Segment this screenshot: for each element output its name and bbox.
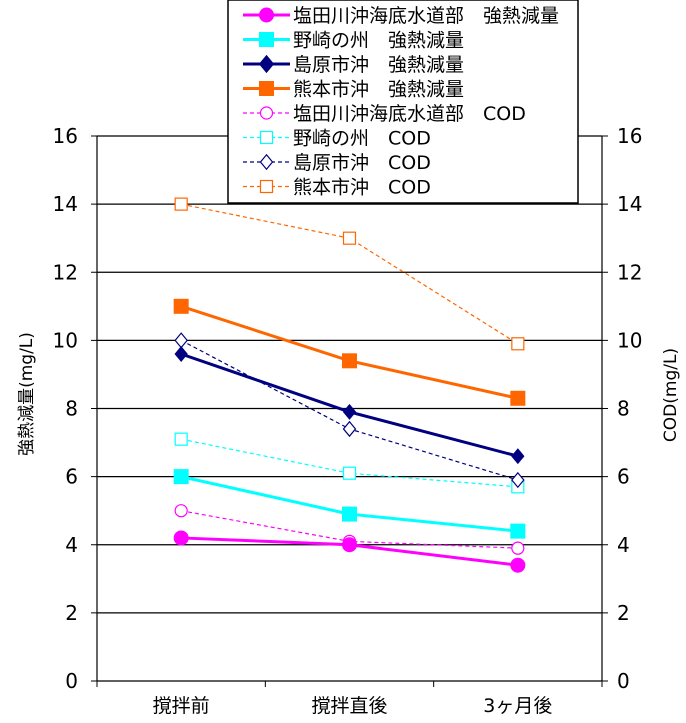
y-tick-label-left: 12 — [53, 260, 78, 284]
series-8 — [174, 197, 525, 351]
x-tick-label: 3ヶ月後 — [483, 695, 552, 717]
data-point — [173, 469, 189, 485]
data-point — [511, 448, 525, 465]
y-tick-label-left: 16 — [53, 124, 78, 148]
legend-entry: 塩田川沖海底水道部 強熱減量 — [243, 5, 559, 27]
data-point — [510, 523, 526, 539]
legend-marker — [259, 179, 274, 194]
legend-marker — [259, 130, 274, 145]
legend-label: 野崎の州 強熱減量 — [293, 30, 464, 52]
y-tick-label-right: 4 — [617, 533, 630, 557]
data-point — [511, 541, 525, 555]
legend-entry: 野崎の州 COD — [243, 128, 431, 150]
data-point — [342, 403, 357, 420]
data-point — [510, 390, 526, 406]
y-tick-label-right: 0 — [617, 669, 630, 693]
y-tick-label-right: 8 — [617, 397, 630, 421]
legend-box — [227, 0, 579, 204]
y-tick-label-right: 12 — [617, 260, 642, 284]
data-point — [342, 353, 357, 369]
data-point — [174, 504, 188, 518]
data-point — [342, 420, 357, 438]
y-tick-label-left: 6 — [65, 465, 78, 489]
series-2 — [173, 469, 526, 539]
x-tick-label: 撹拌前 — [153, 695, 210, 717]
legend-entry: 熊本市沖 強熱減量 — [243, 79, 464, 101]
legend-label: 島原市沖 COD — [293, 152, 431, 174]
data-point — [510, 557, 526, 573]
series-4 — [173, 298, 526, 406]
data-point — [342, 506, 357, 522]
legend-entry: 塩田川沖海底水道部 COD — [243, 103, 526, 125]
data-point — [174, 346, 188, 362]
legend-entry: 島原市沖 強熱減量 — [243, 54, 464, 76]
axes — [91, 135, 608, 687]
legend-marker — [258, 54, 275, 74]
series-6 — [174, 432, 525, 494]
data-point — [511, 337, 525, 351]
legend-marker — [259, 7, 274, 23]
series-1 — [173, 530, 526, 573]
y-ticks-right: 0 2 4 6 8 10 12 14 16 — [617, 124, 642, 693]
legend-entry: 熊本市沖 COD — [243, 177, 431, 199]
data-point — [173, 530, 189, 546]
y-tick-label-left: 4 — [65, 533, 78, 557]
y-tick-label-right: 14 — [617, 192, 642, 216]
series-7 — [174, 332, 525, 489]
data-point — [173, 298, 189, 314]
data-point — [511, 471, 525, 489]
y-tick-label-left: 2 — [65, 601, 78, 625]
legend-label: 塩田川沖海底水道部 強熱減量 — [293, 5, 559, 27]
legend-label: 野崎の州 COD — [293, 128, 431, 150]
legend-label: 熊本市沖 COD — [293, 177, 431, 199]
legend-entry: 島原市沖 COD — [243, 152, 431, 174]
y-tick-label-left: 8 — [65, 397, 78, 421]
y-tick-label-left: 0 — [65, 669, 78, 693]
legend-label: 島原市沖 強熱減量 — [293, 54, 464, 76]
y-tick-label-right: 6 — [617, 465, 630, 489]
data-point — [342, 466, 357, 480]
y-axis-title-left: 強熱減量(mg/L) — [17, 332, 37, 456]
y-tick-label-right: 16 — [617, 124, 642, 148]
legend-entry: 野崎の州 強熱減量 — [243, 30, 464, 52]
y-ticks-left: 0 2 4 6 8 10 12 14 16 — [53, 124, 78, 693]
x-tick-label: 撹拌直後 — [311, 695, 387, 717]
y-tick-label-left: 10 — [53, 328, 78, 352]
data-point — [174, 432, 188, 446]
series-3 — [174, 346, 525, 465]
series-line — [180, 475, 518, 533]
x-ticks: 撹拌前 撹拌直後 3ヶ月後 — [153, 695, 553, 717]
y-axis-title-right: COD(mg/L) — [661, 348, 681, 442]
y-tick-label-right: 10 — [617, 328, 642, 352]
legend-label: 塩田川沖海底水道部 COD — [293, 103, 526, 125]
legend-marker — [259, 32, 274, 47]
legend-marker — [259, 81, 274, 96]
legend-marker — [259, 106, 274, 120]
y-tick-label-left: 14 — [53, 192, 78, 216]
series-line — [180, 304, 519, 400]
data-point — [342, 231, 357, 245]
data-point — [342, 537, 357, 553]
series-layer — [173, 197, 526, 573]
data-point — [174, 332, 188, 349]
legend-label: 熊本市沖 強熱減量 — [293, 79, 464, 101]
data-point — [174, 197, 188, 211]
legend-marker — [259, 153, 274, 171]
y-tick-label-right: 2 — [617, 601, 630, 625]
